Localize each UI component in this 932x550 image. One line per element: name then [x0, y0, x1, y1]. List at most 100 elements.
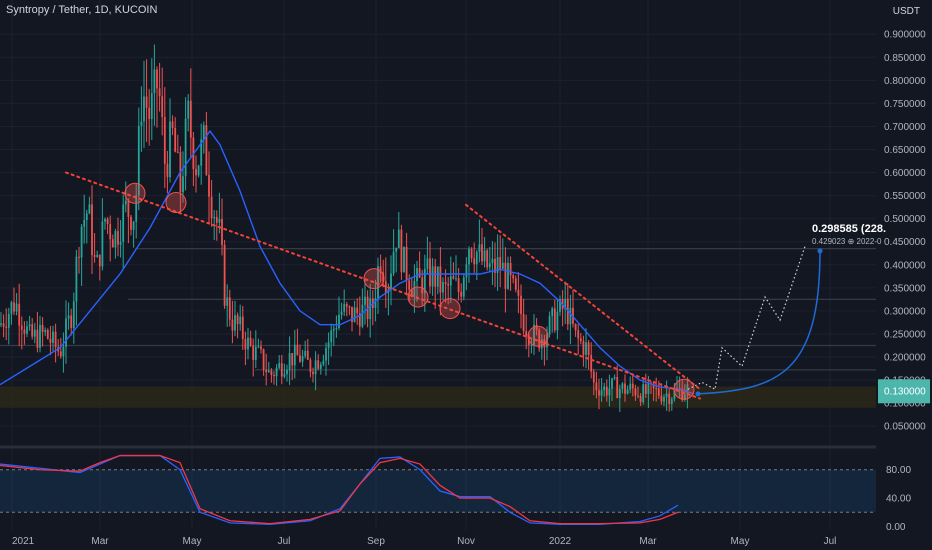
candle-body — [538, 329, 541, 349]
price-tick-label: 0.850000 — [884, 53, 926, 64]
price-tick-label: 0.700000 — [884, 122, 926, 133]
candle-body — [382, 272, 385, 282]
price-tick-label: 0.900000 — [884, 30, 926, 41]
candle-body — [36, 329, 39, 348]
candle-body — [62, 346, 65, 357]
candle-body — [249, 337, 252, 346]
candle-body — [143, 96, 145, 122]
candle-body — [93, 255, 96, 257]
candle-body — [75, 256, 78, 302]
touch-circle — [363, 268, 385, 290]
candle-body — [634, 388, 637, 396]
candle-body — [98, 254, 101, 267]
candle-body — [540, 339, 543, 349]
candle-body — [670, 399, 673, 404]
candle-body — [2, 323, 5, 327]
candle-body — [624, 383, 626, 394]
support-zone-rect — [0, 386, 876, 408]
candle-body — [169, 121, 171, 178]
candle-body — [512, 275, 515, 279]
candle-body — [353, 307, 356, 322]
candle-body — [104, 218, 106, 222]
candle-body — [603, 386, 606, 391]
candle-body — [150, 93, 153, 120]
candle-body — [218, 219, 221, 223]
candle-body — [15, 303, 18, 312]
candle-body — [663, 396, 665, 402]
candle-body — [384, 281, 387, 293]
candle-body — [0, 323, 2, 325]
time-axis[interactable]: 2021 Mar May Jul Sep Nov 2022 Mar May Jul — [0, 531, 932, 550]
candle-body — [236, 315, 239, 325]
candle-body — [265, 369, 268, 373]
candle-body — [208, 174, 210, 197]
candle-body — [288, 353, 291, 370]
candle-body — [317, 360, 320, 369]
grid — [0, 0, 876, 530]
candle-body — [322, 360, 325, 365]
time-tick-label: Jul — [824, 536, 837, 547]
time-tick-label: Sep — [367, 536, 385, 547]
candle-body — [644, 384, 647, 394]
candle-body — [598, 390, 600, 396]
candle-body — [67, 315, 70, 319]
candle-body — [455, 278, 457, 280]
candle-body — [421, 277, 424, 294]
candle-body — [514, 278, 517, 290]
candle-body — [195, 169, 197, 176]
candle-body — [592, 371, 595, 383]
candle-body — [275, 367, 278, 377]
candle-body — [364, 296, 366, 305]
candle-body — [23, 329, 26, 334]
price-axis[interactable]: 0.900000 0.850000 0.800000 0.750000 0.700000… — [876, 0, 932, 550]
projection-curve — [697, 250, 821, 395]
candle-body — [374, 298, 377, 309]
candle-body — [686, 384, 689, 395]
candle-body — [278, 363, 281, 368]
candle-body — [491, 258, 494, 264]
candle-body — [520, 295, 522, 315]
candle-body — [403, 246, 405, 273]
candle-body — [13, 302, 15, 312]
candle-body — [556, 311, 559, 331]
candle-body — [618, 388, 621, 398]
candle-body — [444, 282, 447, 284]
candle-body — [304, 350, 307, 357]
stochastic-pane — [0, 445, 932, 525]
candle-body — [88, 204, 91, 214]
price-tick-label: 0.800000 — [884, 76, 926, 87]
candle-body — [234, 315, 236, 331]
candle-body — [457, 278, 460, 292]
candle-body — [551, 308, 554, 316]
candle-body — [579, 338, 582, 342]
candle-body — [335, 327, 338, 330]
candle-body — [33, 329, 36, 337]
candle-body — [239, 316, 242, 325]
candle-body — [431, 266, 434, 287]
time-tick-label: May — [731, 536, 750, 547]
trendline — [465, 203, 701, 391]
candle-body — [582, 341, 585, 355]
candle-body — [109, 223, 112, 240]
candle-body — [262, 349, 265, 370]
price-tick-label: 0.300000 — [884, 306, 926, 317]
candle-body — [267, 370, 270, 373]
time-tick-label: Nov — [457, 536, 475, 547]
price-tick-label: 0.500000 — [884, 214, 926, 225]
candle-body — [501, 262, 504, 269]
candle-body — [306, 350, 309, 360]
candle-body — [621, 383, 624, 389]
candle-body — [96, 254, 99, 257]
chart-title: Syntropy / Tether, 1D, KUCOIN — [6, 4, 158, 16]
candle-body — [548, 315, 551, 335]
stoch-band — [0, 469, 876, 513]
price-tick-label: 0.750000 — [884, 99, 926, 110]
candle-body — [124, 200, 127, 205]
candle-body — [166, 163, 169, 178]
candle-body — [59, 351, 62, 357]
candle-body — [202, 125, 205, 140]
currency-label: USDT — [892, 6, 920, 17]
candle-body — [405, 246, 408, 281]
candle-body — [122, 204, 125, 242]
